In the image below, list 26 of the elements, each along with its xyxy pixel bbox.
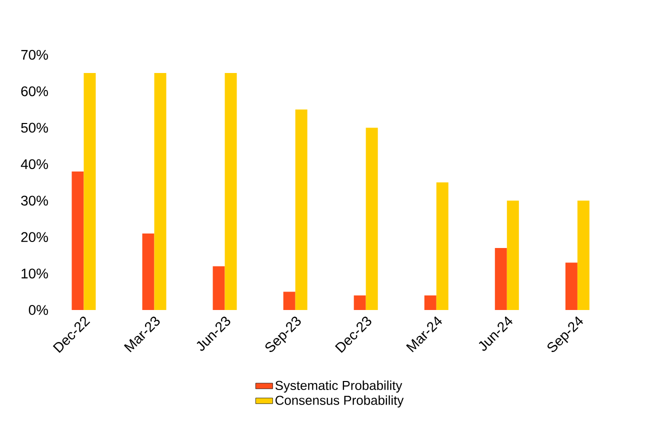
bar (295, 110, 308, 310)
y-tick-label: 0% (28, 305, 48, 315)
y-tick-label: 70% (21, 50, 48, 60)
y-tick-label: 20% (21, 232, 48, 242)
bar (506, 200, 519, 310)
bar (436, 182, 448, 310)
y-tick-label: 60% (21, 86, 48, 96)
legend-label: Consensus Probability (276, 395, 404, 408)
legend-label: Systematic Probability (275, 380, 402, 393)
bar (283, 292, 296, 310)
bar (72, 171, 84, 310)
bar (224, 73, 237, 310)
bar (84, 73, 96, 310)
y-tick-label: 50% (21, 122, 48, 133)
bar (577, 200, 590, 310)
y-tick-label: 40% (20, 159, 48, 170)
bar (354, 295, 366, 310)
y-tick-label: 10% (22, 268, 48, 278)
bar (142, 233, 154, 310)
bar (565, 262, 578, 310)
bar (424, 295, 436, 310)
bar (366, 128, 378, 310)
y-tick-label: 30% (21, 196, 48, 206)
bar (494, 248, 507, 310)
bar (154, 73, 166, 310)
bar (212, 266, 225, 310)
